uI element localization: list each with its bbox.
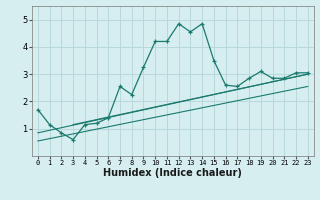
X-axis label: Humidex (Indice chaleur): Humidex (Indice chaleur) [103,168,242,178]
